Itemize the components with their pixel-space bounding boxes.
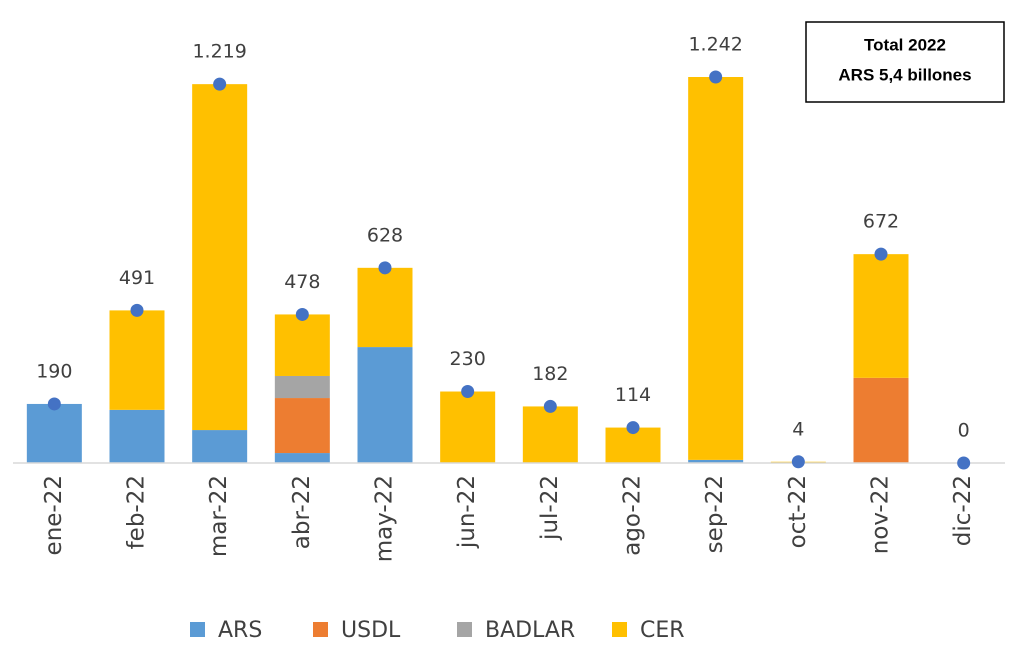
bar-segment bbox=[357, 267, 413, 348]
x-tick-label: feb-22 bbox=[124, 475, 150, 549]
x-tick-label: may-22 bbox=[372, 475, 398, 562]
bar-segment bbox=[274, 398, 330, 454]
bar-segment bbox=[440, 391, 496, 463]
data-label: 672 bbox=[863, 211, 899, 233]
total-dot bbox=[874, 247, 888, 261]
x-tick-label: ago-22 bbox=[620, 475, 646, 556]
data-label: 491 bbox=[119, 267, 155, 289]
total-dot bbox=[626, 421, 640, 435]
x-tick-label: mar-22 bbox=[206, 475, 232, 557]
total-dot bbox=[213, 77, 227, 91]
data-label: 114 bbox=[615, 384, 651, 406]
legend-label: ARS bbox=[218, 618, 262, 643]
bar-segment bbox=[274, 375, 330, 399]
total-dot bbox=[791, 455, 805, 469]
total-dot bbox=[378, 261, 392, 275]
legend-label: CER bbox=[640, 618, 685, 643]
total-dot bbox=[957, 456, 971, 470]
bar-segment bbox=[192, 430, 248, 463]
x-tick-label: sep-22 bbox=[702, 475, 728, 553]
legend-swatch bbox=[612, 622, 627, 637]
bar-segment bbox=[192, 84, 248, 431]
data-label: 4 bbox=[792, 418, 804, 440]
data-label: 0 bbox=[958, 420, 970, 442]
data-label: 478 bbox=[284, 271, 320, 293]
data-label: 1.219 bbox=[192, 41, 246, 63]
bar-segment bbox=[109, 310, 165, 410]
bar-segment bbox=[853, 254, 909, 378]
x-tick-label: abr-22 bbox=[289, 475, 315, 549]
bar-segment bbox=[109, 409, 165, 463]
x-tick-label: nov-22 bbox=[868, 475, 894, 554]
legend-swatch bbox=[190, 622, 205, 637]
x-tick-label: jun-22 bbox=[454, 475, 480, 549]
total-dot bbox=[543, 399, 557, 413]
data-label: 628 bbox=[367, 224, 403, 246]
data-label: 182 bbox=[532, 363, 568, 385]
bar-segment bbox=[274, 314, 330, 376]
bar-segment bbox=[688, 77, 744, 460]
total-dot bbox=[130, 303, 144, 317]
bar-segment bbox=[522, 406, 578, 463]
x-tick-label: dic-22 bbox=[950, 475, 976, 546]
data-label: 1.242 bbox=[688, 34, 742, 56]
bar-segment bbox=[26, 403, 82, 463]
legend-label: USDL bbox=[341, 618, 401, 643]
legend-swatch bbox=[313, 622, 328, 637]
bar-segment bbox=[274, 453, 330, 463]
data-label: 190 bbox=[36, 360, 72, 382]
total-dot bbox=[47, 397, 61, 411]
x-tick-label: ene-22 bbox=[41, 475, 67, 555]
x-tick-label: jul-22 bbox=[537, 475, 563, 541]
annotation: Total 2022 bbox=[864, 35, 946, 54]
bar-segment bbox=[688, 459, 744, 463]
annotation-box bbox=[805, 21, 1005, 103]
annotation: ARS 5,4 billones bbox=[838, 65, 971, 84]
legend-swatch bbox=[457, 622, 472, 637]
legend-label: BADLAR bbox=[485, 618, 575, 643]
data-label: 230 bbox=[450, 348, 486, 370]
bar-segment bbox=[357, 347, 413, 463]
total-dot bbox=[461, 385, 475, 399]
total-dot bbox=[709, 70, 723, 84]
x-tick-label: oct-22 bbox=[785, 475, 811, 548]
total-dot bbox=[295, 307, 309, 321]
bar-segment bbox=[853, 377, 909, 463]
